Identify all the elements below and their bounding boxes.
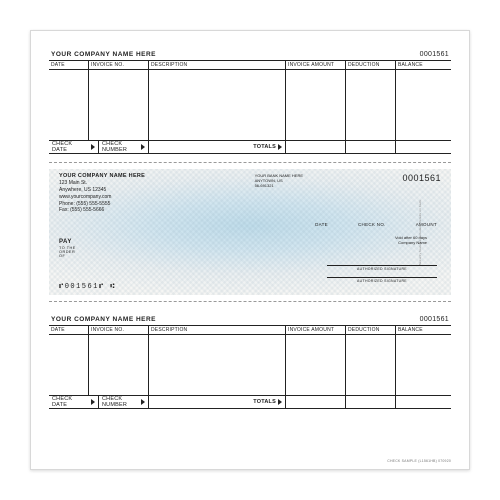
stub-body: [49, 70, 451, 140]
col-date: DATE: [49, 61, 89, 69]
col-balance: BALANCE: [396, 61, 451, 69]
bank-routing: 56-691321: [255, 183, 303, 188]
check-number-label: CHECK NUMBER: [99, 141, 149, 153]
triangle-icon: [141, 399, 145, 405]
payer-web: www.yourcompany.com: [59, 194, 145, 201]
col-invoice-no: INVOICE NO.: [89, 326, 149, 334]
col-description: DESCRIPTION: [149, 326, 286, 334]
col-balance: BALANCE: [396, 326, 451, 334]
bottom-stub: YOUR COMPANY NAME HERE 0001561 DATE INVO…: [49, 310, 451, 409]
triangle-icon: [278, 399, 282, 405]
stub-company: YOUR COMPANY NAME HERE: [51, 316, 156, 323]
col-invoice-amount: INVOICE AMOUNT: [286, 61, 346, 69]
payer-addr2: Anywhere, US 12345: [59, 187, 145, 194]
stub-doc-number: 0001561: [420, 51, 449, 58]
triangle-icon: [141, 144, 145, 150]
pay-to-order: PAY TO THE ORDER OF: [59, 239, 76, 258]
stub-footer: CHECK DATE CHECK NUMBER TOTALS: [49, 140, 451, 154]
col-date: DATE: [49, 326, 89, 334]
check-panel: Security features included. Details on b…: [49, 162, 451, 302]
totals-label: TOTALS: [149, 396, 286, 408]
bank-block: YOUR BANK NAME HERE ANYTOWN, US 56-69132…: [255, 173, 303, 214]
payer-block: YOUR COMPANY NAME HERE 123 Main St. Anyw…: [59, 173, 145, 214]
void-text: Void after 60 days Company Name: [59, 235, 441, 245]
micr-line: ⑈001561⑈ ⑆: [59, 283, 116, 291]
signature-line-1: AUTHORIZED SIGNATURE: [327, 265, 437, 271]
stub-body: [49, 335, 451, 395]
totals-label: TOTALS: [149, 141, 286, 153]
col-deduction: DEDUCTION: [346, 326, 396, 334]
check-date-label: CHECK DATE: [49, 141, 99, 153]
check-field-labels: DATE CHECK NO. AMOUNT: [59, 222, 441, 227]
top-stub: YOUR COMPANY NAME HERE 0001561 DATE INVO…: [49, 45, 451, 154]
triangle-icon: [278, 144, 282, 150]
stub-footer: CHECK DATE CHECK NUMBER TOTALS: [49, 395, 451, 409]
payer-addr1: 123 Main St.: [59, 180, 145, 187]
checkno-label: CHECK NO.: [358, 222, 386, 227]
payer-name: YOUR COMPANY NAME HERE: [59, 173, 145, 180]
date-label: DATE: [315, 222, 328, 227]
payer-fax: Fax: (555) 555-5666: [59, 207, 145, 214]
col-invoice-no: INVOICE NO.: [89, 61, 149, 69]
amount-label: AMOUNT: [416, 222, 437, 227]
check-number: 0001561: [402, 173, 441, 183]
stub-company: YOUR COMPANY NAME HERE: [51, 51, 156, 58]
check-document: YOUR COMPANY NAME HERE 0001561 DATE INVO…: [30, 30, 470, 470]
triangle-icon: [91, 144, 95, 150]
stub-column-headers: DATE INVOICE NO. DESCRIPTION INVOICE AMO…: [49, 60, 451, 70]
col-deduction: DEDUCTION: [346, 61, 396, 69]
stub-doc-number: 0001561: [420, 316, 449, 323]
sample-code: CHECK SAMPLE (L1561HB) 070920: [387, 459, 451, 463]
check-number-label: CHECK NUMBER: [99, 396, 149, 408]
col-description: DESCRIPTION: [149, 61, 286, 69]
signature-line-2: AUTHORIZED SIGNATURE: [327, 277, 437, 283]
col-invoice-amount: INVOICE AMOUNT: [286, 326, 346, 334]
check-date-label: CHECK DATE: [49, 396, 99, 408]
stub-column-headers: DATE INVOICE NO. DESCRIPTION INVOICE AMO…: [49, 325, 451, 335]
payer-phone: Phone: (555) 555-5555: [59, 201, 145, 208]
triangle-icon: [91, 399, 95, 405]
